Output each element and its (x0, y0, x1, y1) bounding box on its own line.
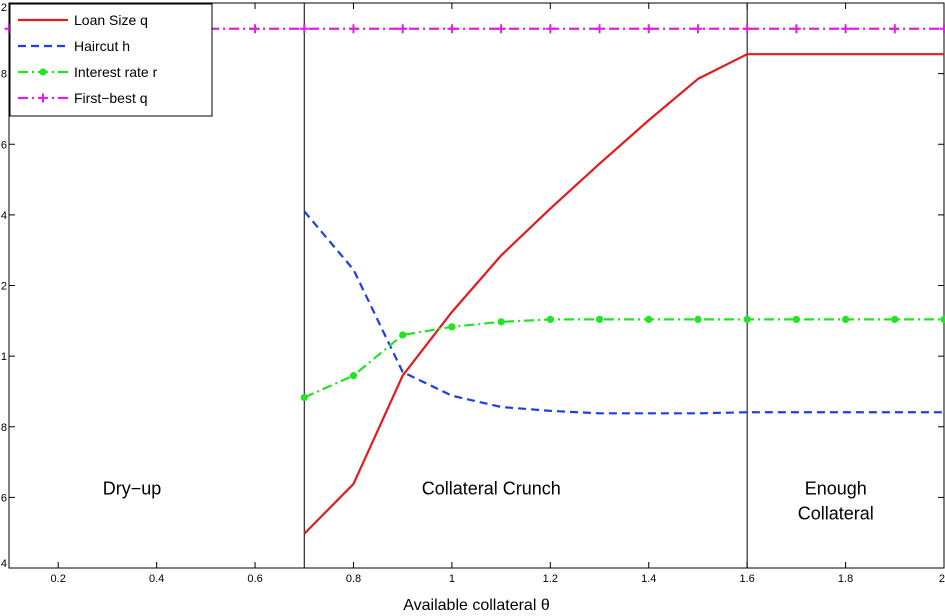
region-annotation: Dry−up (103, 479, 162, 499)
legend-marker (38, 93, 48, 103)
data-point (792, 315, 800, 323)
y-tick-label: 1 (1, 351, 7, 363)
data-point (300, 393, 308, 402)
data-point (496, 24, 506, 34)
data-point (743, 315, 751, 323)
legend: Loan Size q Haircut h Interest rate r First… (9, 3, 213, 117)
data-point (644, 24, 654, 34)
x-tick-label: 1.4 (641, 573, 656, 585)
y-tick-label: 0.4 (0, 558, 7, 570)
plot-area: 0.2 0.4 0.6 0.8 1 1.2 1.4 1.6 1.8 2 0.4 0.6 0.8 1 1.2 1… (0, 2, 945, 585)
series-line-2 (303, 318, 944, 399)
x-tick-label: 1.8 (838, 573, 853, 585)
data-point (398, 24, 408, 34)
legend-marker (39, 68, 47, 76)
data-point (891, 315, 899, 323)
data-point (939, 24, 945, 34)
y-tick-label: 1.6 (0, 139, 7, 151)
data-point (841, 315, 850, 323)
x-tick-label: 0.2 (51, 573, 66, 585)
region-annotation: Enough (805, 479, 867, 499)
x-tick-label: 1.2 (543, 573, 558, 585)
x-axis-label: Available collateral θ (403, 597, 550, 614)
data-point (742, 24, 752, 34)
y-tick-label: 0.8 (0, 422, 7, 434)
data-point (545, 24, 555, 34)
legend-label-2: Interest rate r (74, 64, 158, 80)
data-point (841, 24, 851, 34)
data-point (497, 318, 505, 326)
y-tick-label: 0.6 (0, 492, 7, 504)
y-tick-label: 1.8 (0, 69, 7, 81)
data-point (940, 315, 945, 323)
series-line-1 (303, 210, 944, 415)
y-tick-label: 1.4 (0, 210, 7, 222)
x-tick-label: 0.6 (247, 573, 262, 585)
data-point (546, 315, 554, 323)
data-point (447, 24, 457, 34)
data-point (399, 331, 407, 339)
data-point (645, 315, 653, 323)
data-point (890, 24, 900, 34)
data-point (299, 24, 309, 34)
data-point (595, 24, 605, 34)
legend-label-3: First−best q (74, 90, 148, 106)
x-tick-label: 1.6 (740, 573, 755, 585)
x-tick-label: 0.4 (149, 573, 164, 585)
legend-label-0: Loan Size q (74, 12, 148, 28)
x-tick-label: 0.8 (346, 573, 361, 585)
data-point (694, 315, 702, 323)
data-point (791, 24, 801, 34)
data-point (693, 24, 703, 34)
y-tick-label: 1.2 (0, 281, 7, 293)
legend-label-1: Haircut h (74, 38, 130, 54)
data-point (448, 323, 456, 331)
x-tick-label: 1 (449, 573, 455, 585)
data-point (348, 24, 358, 34)
x-tick-label: 2 (939, 573, 945, 585)
region-annotation: Collateral Crunch (422, 479, 561, 499)
y-tick-label: 2 (1, 2, 7, 14)
series-line-0 (303, 53, 944, 535)
data-point (250, 24, 260, 34)
region-annotation: Collateral (798, 503, 874, 523)
data-point (349, 371, 358, 380)
data-point (595, 315, 604, 323)
